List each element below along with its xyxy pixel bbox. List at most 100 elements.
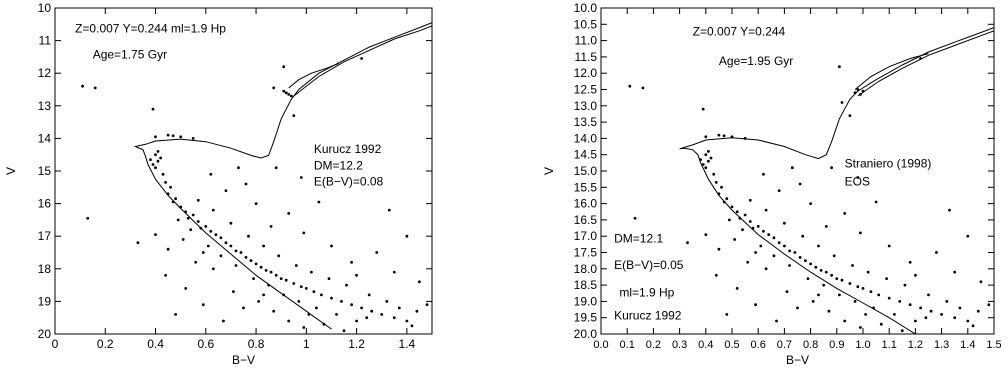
star-point — [707, 159, 710, 163]
star-point — [987, 303, 991, 307]
star-point — [287, 212, 291, 215]
star-point — [201, 303, 205, 307]
star-point — [272, 86, 276, 90]
star-point — [885, 277, 888, 280]
star-point — [827, 309, 831, 313]
star-point — [262, 293, 265, 297]
star-point — [239, 251, 243, 254]
star-point — [887, 296, 891, 300]
star-point — [712, 172, 716, 176]
star-point — [425, 303, 429, 307]
star-point — [282, 89, 286, 93]
y-axis-label: V — [542, 167, 556, 175]
isochrone-hb-branch — [854, 53, 929, 90]
star-point — [184, 210, 188, 214]
y-tick-label: 20.0 — [574, 327, 598, 341]
x-tick-label: 0.7 — [777, 339, 792, 351]
star-point — [81, 84, 84, 88]
y-tick-label: 13 — [38, 99, 52, 113]
y-tick-label: 14 — [38, 131, 52, 145]
y-tick-label: 14.5 — [574, 148, 598, 162]
star-point — [330, 296, 333, 300]
star-point — [948, 208, 951, 212]
star-point — [249, 259, 253, 262]
star-point — [838, 65, 841, 69]
star-point — [843, 212, 847, 215]
star-point — [287, 93, 291, 96]
y-tick-label: 19.0 — [574, 294, 598, 308]
star-point — [908, 303, 912, 307]
star-point — [722, 200, 726, 204]
star-point — [887, 244, 891, 248]
star-point — [164, 181, 168, 184]
star-point — [219, 254, 223, 258]
y-tick-label: 18 — [38, 262, 52, 276]
star-point — [814, 265, 818, 269]
star-point — [722, 134, 726, 138]
star-point — [151, 107, 155, 111]
star-point — [790, 166, 794, 170]
star-point — [762, 172, 765, 176]
star-point — [701, 107, 705, 111]
star-point — [151, 163, 155, 166]
star-point — [730, 135, 734, 139]
star-point — [728, 218, 731, 222]
star-point — [714, 181, 718, 184]
x-tick-label: 1 — [303, 337, 310, 351]
star-point — [297, 300, 301, 303]
star-point — [903, 283, 907, 287]
star-point — [166, 133, 170, 137]
star-point — [267, 283, 270, 287]
star-point — [628, 84, 632, 88]
star-point — [856, 285, 860, 289]
star-point — [762, 229, 765, 233]
star-point — [237, 166, 240, 170]
isochrone-line — [679, 27, 994, 334]
star-point — [793, 251, 797, 254]
star-point — [772, 254, 776, 258]
star-point — [704, 135, 708, 139]
star-point — [817, 244, 820, 248]
x-tick-label: 1.3 — [934, 339, 949, 351]
x-tick-label: 0.0 — [593, 339, 608, 351]
star-point — [360, 306, 363, 310]
star-point — [919, 57, 922, 60]
star-point — [809, 262, 812, 266]
isochrone-agb-branch — [293, 25, 432, 97]
isochrone-agb-branch — [857, 30, 994, 97]
y-tick-label: 16.5 — [574, 213, 598, 227]
star-point — [777, 241, 781, 245]
star-point — [211, 208, 215, 212]
x-tick-label: 0.9 — [829, 339, 844, 351]
star-point — [355, 319, 358, 323]
star-point — [186, 216, 190, 220]
star-point — [877, 293, 881, 297]
x-tick-label: 1.0 — [855, 339, 870, 351]
star-point — [304, 287, 308, 290]
star-point — [136, 241, 140, 245]
y-tick-label: 19.5 — [574, 311, 598, 325]
star-point — [748, 198, 752, 202]
star-point — [743, 213, 747, 217]
star-point — [856, 88, 860, 91]
star-point — [725, 197, 729, 201]
star-point — [953, 316, 957, 320]
star-point — [979, 280, 983, 284]
star-point — [274, 273, 278, 277]
y-tick-label: 20 — [38, 327, 52, 341]
isochrone-line — [133, 22, 432, 330]
star-point — [840, 278, 844, 282]
star-point — [179, 135, 183, 139]
star-point — [299, 176, 303, 179]
star-point — [908, 260, 912, 264]
star-point — [375, 251, 379, 254]
star-point — [229, 244, 233, 248]
x-axis-label: B−V — [232, 353, 255, 367]
star-point — [174, 197, 178, 201]
y-tick-label: 11.0 — [575, 34, 598, 48]
star-point — [214, 233, 218, 237]
star-point — [355, 273, 358, 277]
star-point — [161, 172, 165, 176]
x-tick-label: 0.8 — [248, 337, 265, 351]
star-point — [866, 270, 870, 274]
